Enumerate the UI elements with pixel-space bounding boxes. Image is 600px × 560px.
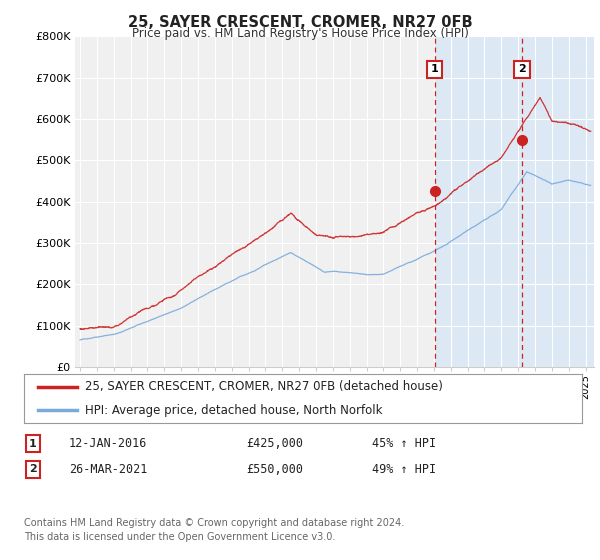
- Text: 26-MAR-2021: 26-MAR-2021: [69, 463, 148, 476]
- Text: £550,000: £550,000: [246, 463, 303, 476]
- Text: Contains HM Land Registry data © Crown copyright and database right 2024.
This d: Contains HM Land Registry data © Crown c…: [24, 518, 404, 542]
- Text: Price paid vs. HM Land Registry's House Price Index (HPI): Price paid vs. HM Land Registry's House …: [131, 27, 469, 40]
- Text: 2: 2: [29, 464, 37, 474]
- Text: 25, SAYER CRESCENT, CROMER, NR27 0FB (detached house): 25, SAYER CRESCENT, CROMER, NR27 0FB (de…: [85, 380, 443, 393]
- Text: 49% ↑ HPI: 49% ↑ HPI: [372, 463, 436, 476]
- Text: 12-JAN-2016: 12-JAN-2016: [69, 437, 148, 450]
- Text: 1: 1: [29, 438, 37, 449]
- Text: £425,000: £425,000: [246, 437, 303, 450]
- Text: 1: 1: [431, 64, 439, 74]
- Text: HPI: Average price, detached house, North Norfolk: HPI: Average price, detached house, Nort…: [85, 404, 383, 417]
- Bar: [434, 36, 594, 367]
- Text: 2: 2: [518, 64, 526, 74]
- Text: 45% ↑ HPI: 45% ↑ HPI: [372, 437, 436, 450]
- Text: 25, SAYER CRESCENT, CROMER, NR27 0FB: 25, SAYER CRESCENT, CROMER, NR27 0FB: [128, 15, 472, 30]
